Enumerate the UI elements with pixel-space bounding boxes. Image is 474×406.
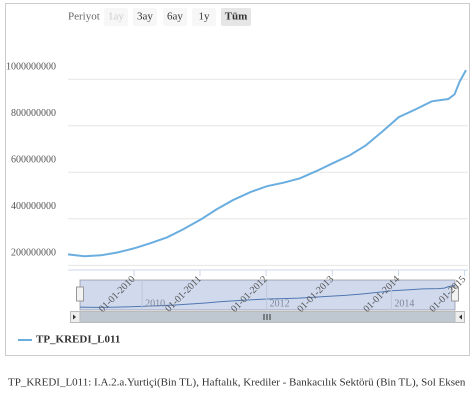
navigator-handle[interactable] [451, 286, 459, 302]
scrollbar-grip [263, 314, 271, 320]
range-label: Periyot [68, 11, 100, 23]
y-tick-label: 1000000000 [6, 62, 56, 73]
range-button[interactable]: 6ay [163, 8, 187, 26]
chart-border [5, 3, 470, 356]
y-tick-label: 400000000 [11, 201, 56, 212]
range-button-label: 1ay [108, 11, 124, 23]
y-tick-label: 600000000 [11, 155, 56, 166]
range-button-label: 6ay [167, 11, 183, 23]
navigator-mask [80, 280, 455, 310]
range-button[interactable]: Tüm [221, 8, 251, 26]
navigator-label: 2014 [394, 298, 414, 309]
line [67, 69, 467, 258]
range-button[interactable]: 1y [192, 8, 216, 26]
range-button-bg [221, 8, 251, 26]
legend-label[interactable]: TP_KREDI_L011 [36, 334, 120, 346]
range-button-bg [192, 8, 216, 26]
range-button-bg [104, 8, 128, 26]
range-button-label: Tüm [225, 11, 248, 23]
navigator-line [79, 284, 456, 308]
navigator-label: 2010 [145, 298, 165, 309]
y-tick-label: 800000000 [11, 108, 56, 119]
range-button-label: 3ay [137, 11, 153, 23]
range-button-bg [133, 8, 157, 26]
range-button-label: 1y [199, 11, 211, 23]
caption: TP_KREDI_L011: I.A.2.a.Yurtiçi(Bin TL), … [8, 377, 466, 389]
y-tick-label: 200000000 [11, 248, 56, 259]
navigator-handle[interactable] [76, 286, 84, 302]
navigator-label: 2012 [270, 298, 290, 309]
range-button-bg [163, 8, 187, 26]
range-button[interactable]: 3ay [133, 8, 157, 26]
range-button[interactable]: 1ay [104, 8, 128, 26]
